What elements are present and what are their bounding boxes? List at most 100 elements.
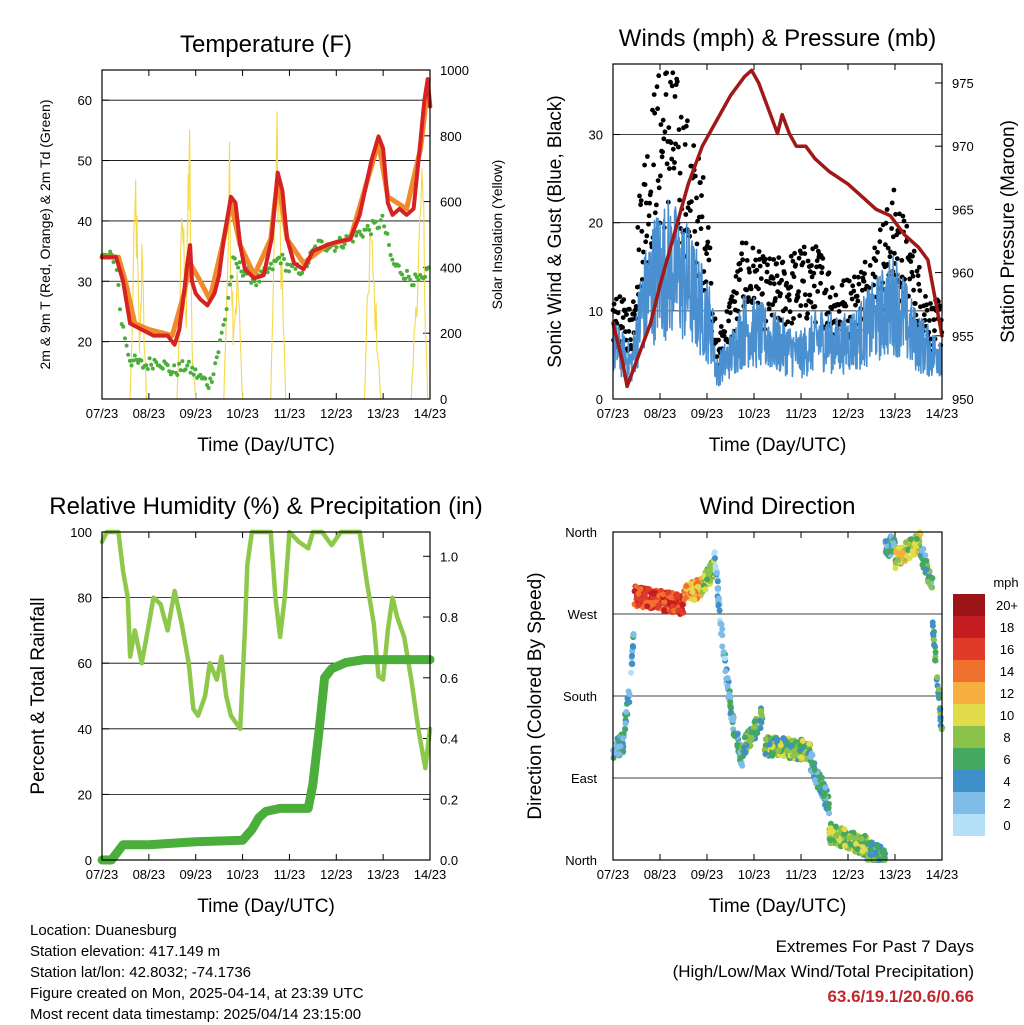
legend-swatch [953,770,985,792]
dewpoint-point [121,324,126,329]
dewpoint-point [239,269,244,274]
y-tick-label: 30 [589,128,603,143]
direction-point [624,698,631,705]
dewpoint-point [413,272,418,277]
direction-point [727,703,734,710]
direction-point [712,555,718,562]
gust-point [802,251,808,256]
precipitation-line [97,655,435,865]
dewpoint-point [416,278,421,283]
dewpoint-point [285,262,290,267]
pressure-line [611,68,944,389]
direction-point [734,741,741,748]
y2-tick-label: 0.6 [440,671,458,686]
legend-swatch [953,814,985,836]
dewpoint-point [341,245,346,250]
gust-point [614,321,620,326]
x-tick-label: 08/23 [644,406,677,421]
plot-border [101,69,431,400]
gust-point [770,276,776,281]
gust-point [766,301,772,307]
gust-point [734,290,739,296]
direction-point [673,593,680,599]
gust-point [888,249,893,255]
gust-point [744,287,750,293]
dewpoint-point [332,248,337,253]
gust-point [651,92,657,97]
gust-point [666,125,672,130]
gust-point [645,154,650,159]
dewpoint-point [403,276,408,281]
gust-point [662,129,668,135]
dewpoint-point [108,249,113,254]
direction-point [721,655,728,662]
y2-tick-label: 970 [952,139,974,154]
direction-point [867,846,874,853]
gust-point [793,262,799,268]
gust-point [626,329,632,334]
gust-point [787,309,793,315]
direction-point [634,595,641,602]
gust-point [783,306,788,312]
dewpoint-point [423,274,428,279]
gust-point [843,303,849,309]
dewpoint-point [136,360,141,365]
gust-point [682,142,688,147]
gust-point [851,288,857,294]
direction-point [741,744,747,751]
gust-point [924,307,930,313]
direction-point [769,750,776,757]
gust-point [889,226,894,231]
legend-label: 10 [1000,708,1014,723]
gust-point [643,200,649,206]
dewpoint-point [223,317,227,322]
dewpoint-point [313,244,318,249]
dewpoint-point [198,372,203,377]
gust-point [756,249,762,254]
direction-point [654,604,661,611]
gust-point [667,166,672,172]
dewpoint-point [234,261,239,266]
direction-point [787,743,794,750]
x-tick-label: 14/23 [926,406,959,421]
gust-point [751,263,756,269]
gust-point [776,255,782,260]
direction-point [667,594,674,601]
gust-point [687,208,693,214]
gust-point [931,317,937,323]
gust-point [796,255,802,261]
x-tick-label: 12/23 [832,867,865,882]
gust-point [664,161,670,167]
extremes-title: Extremes For Past 7 Days [775,937,974,956]
gust-point [854,293,860,299]
dewpoint-point [134,357,139,362]
x-tick-label: 11/23 [785,867,817,882]
temp-9m-line [99,85,433,339]
direction-point [671,607,677,614]
gust-point [833,292,839,298]
gust-point [804,315,810,321]
dewpoint-point [183,367,188,372]
gust-point [770,302,775,308]
gust-point [901,218,907,224]
direction-point [859,848,866,855]
direction-point [893,549,900,556]
gust-point [877,227,883,233]
temperature-xlabel: Time (Day/UTC) [197,435,335,456]
direction-point [679,601,686,608]
direction-point [644,603,651,610]
gust-point [745,299,751,305]
direction-point [931,637,937,643]
y-tick-label: 100 [70,525,92,540]
direction-point [754,730,761,736]
gust-point [718,324,724,329]
gust-point [849,296,855,302]
gust-point [637,193,642,199]
gust-point [850,283,856,289]
x-tick-label: 09/23 [179,406,212,421]
dewpoint-point [211,372,216,377]
legend-title: mph [993,575,1018,590]
direction-point [790,752,797,759]
winds-ylabel-left: Sonic Wind & Gust (Blue, Black) [545,95,566,367]
gust-point [663,92,669,97]
